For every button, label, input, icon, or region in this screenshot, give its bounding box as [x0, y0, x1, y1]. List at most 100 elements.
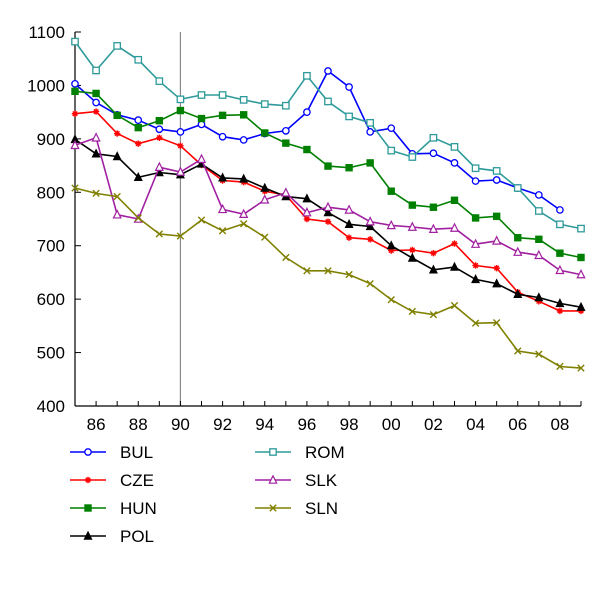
- legend-item-rom: ROM: [255, 443, 345, 462]
- series-hun: [71, 87, 585, 262]
- data-point-pol: [218, 172, 228, 182]
- data-point-rom: [155, 77, 164, 86]
- data-point-rom: [450, 143, 459, 151]
- data-point-cze: [556, 307, 564, 315]
- data-point-pol: [386, 240, 396, 250]
- data-point-hun: [408, 201, 417, 209]
- data-point-bul: [71, 79, 79, 88]
- data-point-cze: [577, 307, 585, 315]
- data-point-sln: [366, 279, 374, 288]
- data-point-sln: [261, 233, 269, 241]
- data-point-pol: [260, 182, 270, 192]
- data-point-cze: [366, 236, 374, 243]
- data-point-cze: [92, 108, 100, 115]
- data-point-pol: [365, 221, 375, 231]
- data-point-sln: [408, 307, 417, 316]
- data-point-cze: [345, 234, 353, 241]
- data-point-slk: [196, 153, 207, 163]
- data-point-hun: [282, 139, 290, 147]
- x-tick-label: 06: [508, 415, 527, 434]
- x-tick-label: 92: [213, 415, 232, 434]
- data-point-bul: [239, 136, 248, 144]
- data-point-hun: [577, 253, 585, 262]
- data-point-hun: [218, 111, 227, 120]
- data-point-rom: [218, 91, 227, 99]
- data-point-rom: [239, 96, 248, 104]
- y-tick-label: 1000: [27, 76, 65, 95]
- legend-item-slk: SLK: [255, 471, 338, 490]
- data-point-hun: [134, 123, 142, 132]
- data-point-slk: [91, 132, 101, 142]
- legend-marker-sln: [269, 504, 277, 512]
- data-point-rom: [577, 224, 585, 233]
- data-point-slk: [260, 194, 270, 204]
- data-point-sln: [535, 350, 543, 358]
- data-point-pol: [91, 148, 101, 158]
- data-point-slk: [365, 216, 375, 226]
- data-point-pol: [513, 289, 523, 299]
- data-point-hun: [239, 111, 248, 119]
- data-point-rom: [176, 95, 185, 104]
- data-point-pol: [302, 193, 312, 203]
- data-point-slk: [302, 207, 312, 217]
- data-point-rom: [345, 112, 353, 121]
- data-point-slk: [449, 222, 460, 232]
- data-point-pol: [323, 207, 333, 217]
- y-tick-label: 400: [37, 397, 65, 416]
- data-point-slk: [323, 201, 333, 212]
- data-point-rom: [471, 164, 480, 173]
- data-point-rom: [429, 133, 438, 142]
- data-point-hun: [429, 203, 438, 211]
- legend-label-hun: HUN: [120, 499, 157, 518]
- legend-label-bul: BUL: [120, 443, 153, 462]
- data-point-slk: [175, 166, 186, 176]
- data-point-bul: [92, 98, 100, 107]
- data-point-slk: [407, 221, 418, 231]
- legend-marker-slk: [268, 474, 278, 484]
- series-slk: [70, 132, 586, 279]
- data-point-cze: [324, 218, 332, 225]
- data-point-rom: [197, 91, 206, 99]
- data-point-slk: [154, 161, 165, 171]
- legend-label-slk: SLK: [305, 471, 338, 490]
- data-point-slk: [217, 203, 228, 214]
- data-point-rom: [492, 167, 501, 175]
- data-point-slk: [428, 223, 439, 233]
- y-tick-label: 600: [37, 290, 65, 309]
- data-point-cze: [177, 142, 184, 150]
- data-point-sln: [556, 362, 564, 371]
- data-point-bul: [450, 159, 459, 167]
- data-point-sln: [492, 318, 501, 327]
- x-tick-label: 08: [550, 415, 569, 434]
- data-point-pol: [407, 252, 417, 262]
- y-tick-label: 900: [37, 130, 65, 149]
- data-point-pol: [555, 298, 565, 308]
- x-tick-label: 98: [340, 415, 359, 434]
- x-tick-label: 04: [466, 415, 485, 434]
- data-point-sln: [92, 189, 100, 198]
- data-point-bul: [324, 67, 332, 75]
- data-point-bul: [492, 176, 501, 184]
- y-tick-label: 800: [37, 183, 65, 202]
- data-point-bul: [534, 191, 543, 199]
- data-point-rom: [134, 55, 143, 64]
- data-point-slk: [491, 235, 502, 245]
- x-tick-label: 02: [424, 415, 443, 434]
- data-point-pol: [534, 292, 544, 302]
- legend-item-hun: HUN: [70, 499, 157, 518]
- data-point-pol: [344, 219, 354, 229]
- data-point-cze: [113, 130, 121, 137]
- x-tick-label: 96: [297, 415, 316, 434]
- data-point-pol: [492, 278, 502, 288]
- data-point-cze: [135, 140, 142, 147]
- data-point-hun: [514, 234, 522, 242]
- data-point-pol: [576, 301, 586, 311]
- data-point-bul: [556, 206, 564, 214]
- data-point-pol: [428, 264, 438, 274]
- y-tick-label: 500: [37, 344, 65, 363]
- legend-marker-pol: [83, 530, 93, 540]
- data-point-sln: [303, 267, 311, 275]
- data-point-rom: [92, 66, 100, 75]
- legend-item-bul: BUL: [70, 443, 153, 462]
- data-point-bul: [176, 128, 185, 136]
